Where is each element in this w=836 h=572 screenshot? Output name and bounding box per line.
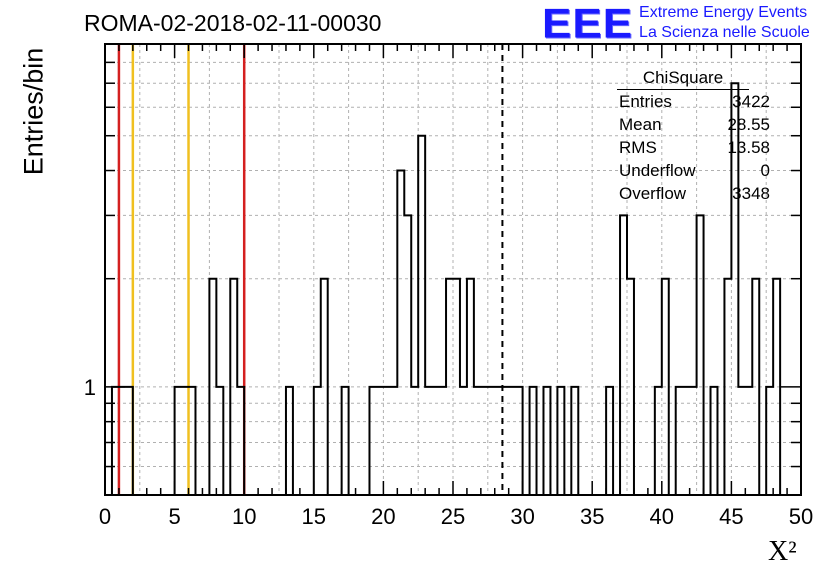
stats-value: 0 <box>760 161 770 180</box>
stats-row-rms: RMS 13.58 <box>611 136 778 159</box>
x-tick-label: 5 <box>168 504 180 529</box>
stats-title: ChiSquare <box>617 68 749 90</box>
histogram-bin <box>738 387 745 495</box>
histogram-bin <box>175 387 182 495</box>
histogram-bin <box>126 387 133 495</box>
eee-logo: EEE Extreme Energy Events La Scienza nel… <box>542 2 810 46</box>
histogram-bin <box>182 387 189 495</box>
histogram-bin <box>397 171 404 495</box>
x-tick-label: 45 <box>719 504 743 529</box>
stats-label: Entries <box>619 92 672 111</box>
y-tick-labels: 1 <box>84 375 96 400</box>
histogram-bin <box>627 279 634 495</box>
histogram-bin <box>439 387 446 495</box>
x-tick-label: 50 <box>789 504 813 529</box>
histogram-bin <box>119 387 126 495</box>
chart-title: ROMA-02-2018-02-11-00030 <box>84 10 382 36</box>
histogram-bin <box>683 387 690 495</box>
eee-logo-mark: EEE <box>542 0 634 47</box>
histogram-bin <box>697 215 704 495</box>
histogram-bin <box>543 387 550 495</box>
x-tick-label: 30 <box>510 504 534 529</box>
histogram-bin <box>425 387 432 495</box>
histogram-bin <box>745 387 752 495</box>
histogram-bin <box>314 387 321 495</box>
stats-row-mean: Mean 28.55 <box>611 113 778 136</box>
x-axis-label: X² <box>768 536 797 567</box>
histogram-bin <box>411 387 418 495</box>
stats-value: 3422 <box>732 92 770 111</box>
x-tick-label: 40 <box>650 504 674 529</box>
histogram-bin <box>189 387 196 495</box>
stats-row-overflow: Overflow 3348 <box>611 182 778 205</box>
y-tick-label: 1 <box>84 375 96 400</box>
histogram-bin <box>690 387 697 495</box>
histogram-bin <box>467 279 474 495</box>
stats-label: Underflow <box>619 161 696 180</box>
stats-box: ChiSquare Entries 3422 Mean 28.55 RMS 13… <box>611 68 778 205</box>
histogram-bin <box>724 279 731 495</box>
histogram-bin <box>516 387 523 495</box>
histogram-bin <box>369 387 376 495</box>
x-tick-label: 35 <box>580 504 604 529</box>
x-tick-label: 25 <box>441 504 465 529</box>
stats-label: RMS <box>619 138 657 157</box>
histogram-bin <box>495 387 502 495</box>
histogram-bin <box>432 387 439 495</box>
stats-label: Overflow <box>619 184 687 203</box>
histogram-bin <box>752 279 759 495</box>
histogram-bin <box>620 215 627 495</box>
histogram-bin <box>509 387 516 495</box>
stats-row-entries: Entries 3422 <box>611 90 778 113</box>
histogram-bin <box>773 279 780 495</box>
histogram-bin <box>474 387 481 495</box>
eee-logo-text: Extreme Energy Events La Scienza nelle S… <box>639 3 810 43</box>
histogram-bin <box>216 387 223 495</box>
histogram-bin <box>237 387 244 495</box>
histogram-bin <box>453 279 460 495</box>
histogram-bin <box>655 387 662 495</box>
x-tick-label: 20 <box>371 504 395 529</box>
histogram-bin <box>766 387 773 495</box>
histogram-bin <box>230 279 237 495</box>
histogram-bin <box>606 387 613 495</box>
histogram-bin <box>404 215 411 495</box>
histogram-bin <box>481 387 488 495</box>
stats-value: 3348 <box>732 184 770 203</box>
histogram-bin <box>557 387 564 495</box>
x-tick-label: 0 <box>99 504 111 529</box>
histogram-bin <box>571 387 578 495</box>
histogram-bin <box>711 387 718 495</box>
histogram-bin <box>662 279 669 495</box>
histogram-bin <box>530 387 537 495</box>
histogram-bin <box>209 279 216 495</box>
x-tick-label: 15 <box>302 504 326 529</box>
histogram-bin <box>460 387 467 495</box>
logo-line-1: Extreme Energy Events <box>639 4 808 21</box>
stats-row-underflow: Underflow 0 <box>611 159 778 182</box>
logo-line-2: La Scienza nelle Scuole <box>639 24 810 41</box>
histogram-outline <box>105 82 801 496</box>
histogram-bin <box>676 387 683 495</box>
x-tick-label: 10 <box>232 504 256 529</box>
stats-label: Mean <box>619 115 662 134</box>
histogram-bin <box>286 387 293 495</box>
histogram-bin <box>342 387 349 495</box>
histogram-bin <box>418 136 425 495</box>
histogram-bin <box>390 387 397 495</box>
histogram-bin <box>383 387 390 495</box>
histogram-bin <box>376 387 383 495</box>
axis-ticks <box>104 44 802 495</box>
x-tick-labels: 0 5 10 15 20 25 30 35 40 45 50 <box>99 504 813 529</box>
stats-value: 28.55 <box>727 115 770 134</box>
stats-value: 13.58 <box>727 138 770 157</box>
histogram-bin <box>446 279 453 495</box>
histogram-bin <box>321 279 328 495</box>
histogram-bin <box>488 387 495 495</box>
